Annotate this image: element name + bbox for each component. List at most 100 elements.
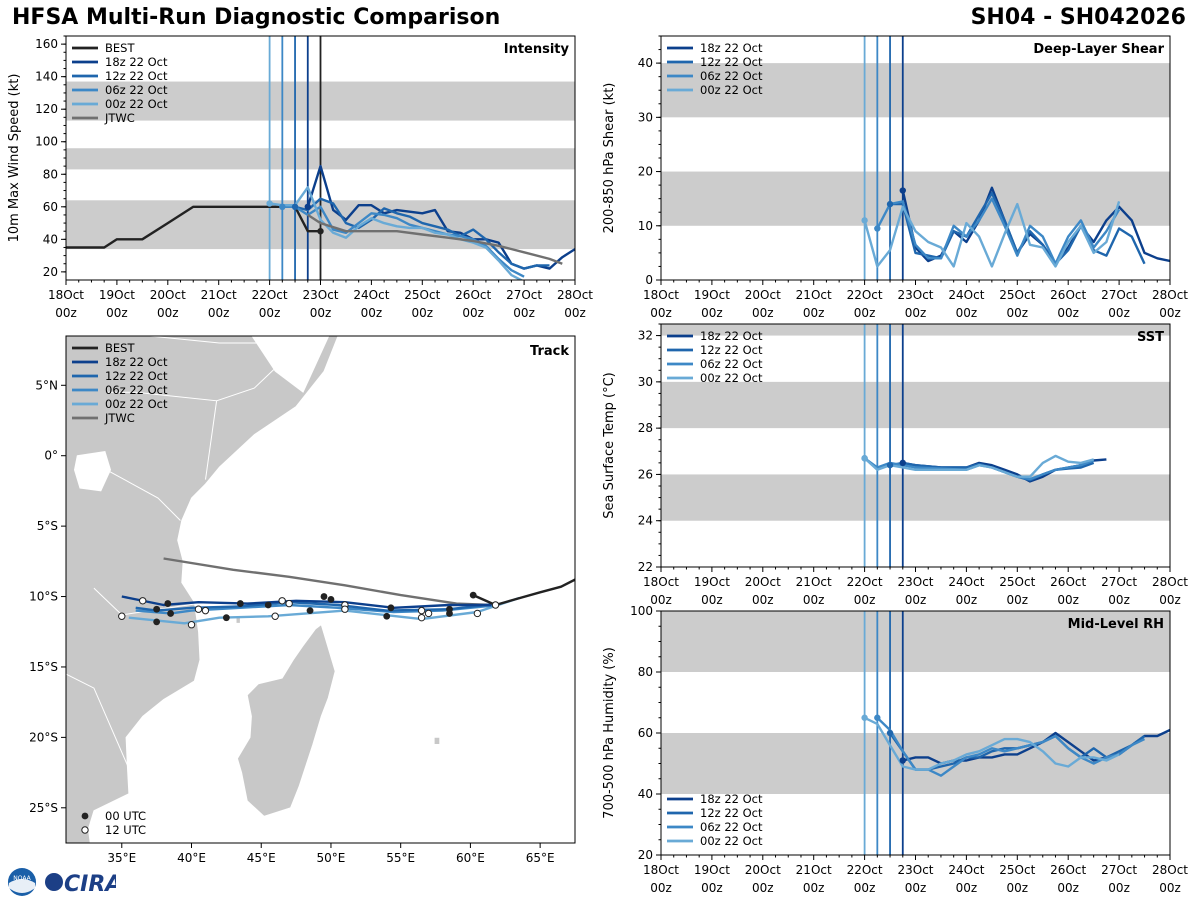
track-point-12utc bbox=[138, 597, 147, 605]
shear-xtick-hour: 00z bbox=[1007, 306, 1029, 320]
sst-ytick-label: 30 bbox=[638, 375, 653, 389]
intensity-ytick-label: 20 bbox=[43, 265, 58, 279]
shear-band-0 bbox=[661, 171, 1170, 226]
shear-legend-label: 06z 22 Oct bbox=[700, 69, 763, 83]
track-ytick-label: 20°S bbox=[29, 730, 58, 744]
sst-xtick-hour: 00z bbox=[854, 593, 876, 607]
intensity-xtick-hour: 00z bbox=[106, 306, 128, 320]
intensity-xtick-hour: 00z bbox=[208, 306, 230, 320]
shear-panel: 0 10 20 30 40 18Oct 00z 19Oct 00z 20Oct 00z 21Oct 00… bbox=[602, 35, 1188, 320]
rh-xtick-hour: 00z bbox=[1159, 881, 1181, 895]
shear-xtick-hour: 00z bbox=[1057, 306, 1079, 320]
shear-ytick-label: 40 bbox=[638, 56, 653, 70]
sst-xtick-day: 19Oct bbox=[694, 575, 730, 589]
track-legend-label: 00z 22 Oct bbox=[105, 397, 168, 411]
cira-logo-text: CIRA bbox=[64, 872, 116, 897]
sst-legend-label: 12z 22 Oct bbox=[700, 343, 763, 357]
sst-xtick-day: 22Oct bbox=[847, 575, 883, 589]
track-line-run18 bbox=[121, 595, 492, 609]
sst-xtick-hour: 00z bbox=[905, 593, 927, 607]
rh-legend-label: 18z 22 Oct bbox=[700, 792, 763, 806]
shear-xtick-day: 19Oct bbox=[694, 288, 730, 302]
track-legend-marker-12utc bbox=[81, 826, 89, 834]
track-point-00utc bbox=[387, 604, 395, 612]
intensity-xtick-hour: 00z bbox=[462, 306, 484, 320]
shear-xtick-hour: 00z bbox=[1108, 306, 1130, 320]
sst-xtick-day: 26Oct bbox=[1050, 575, 1086, 589]
rh-xtick-day: 27Oct bbox=[1101, 863, 1137, 877]
intensity-legend-label: 12z 22 Oct bbox=[105, 69, 168, 83]
intensity-xtick-day: 20Oct bbox=[150, 288, 186, 302]
sst-band-1 bbox=[661, 381, 1170, 429]
shear-ytick-label: 20 bbox=[638, 165, 653, 179]
track-xtick-label: 50°E bbox=[317, 851, 346, 865]
rh-panel: 20 40 60 80 100 18Oct 00z 19Oct 00z 20Oct 00z 21Oct… bbox=[602, 604, 1188, 895]
intensity-ytick-label: 120 bbox=[35, 102, 58, 116]
sst-band-0 bbox=[661, 474, 1170, 521]
rh-legend-label: 06z 22 Oct bbox=[700, 820, 763, 834]
sst-band-2 bbox=[661, 324, 1170, 336]
shear-series-run06 bbox=[876, 197, 1121, 265]
track-frame bbox=[65, 335, 576, 844]
noaa-cira-logos: NOAA CIRA bbox=[8, 868, 116, 897]
shear-xtick-hour: 00z bbox=[650, 306, 672, 320]
rh-ytick-label: 100 bbox=[630, 604, 653, 618]
shear-xtick-day: 21Oct bbox=[796, 288, 832, 302]
sst-series-group bbox=[863, 454, 1107, 483]
track-line-jtwc bbox=[163, 557, 492, 607]
rh-xtick-hour: 00z bbox=[1108, 881, 1130, 895]
shear-marker-run00 bbox=[861, 217, 868, 224]
sst-ytick-label: 22 bbox=[638, 560, 653, 574]
intensity-ylabel: 10m Max Wind Speed (kt) bbox=[7, 74, 22, 243]
track-point-12utc bbox=[194, 605, 203, 613]
shear-xtick-hour: 00z bbox=[905, 306, 927, 320]
mauritius-island bbox=[433, 737, 441, 745]
rh-xtick-hour: 00z bbox=[1057, 881, 1079, 895]
track-legend-label: BEST bbox=[105, 341, 135, 355]
intensity-xtick-day: 25Oct bbox=[404, 288, 440, 302]
intensity-series-group bbox=[66, 164, 575, 280]
sst-xtick-day: 25Oct bbox=[999, 575, 1035, 589]
shear-xtick-hour: 00z bbox=[956, 306, 978, 320]
track-point-00utc bbox=[236, 600, 244, 607]
intensity-ytick-label: 100 bbox=[35, 135, 58, 149]
track-point-12utc bbox=[201, 606, 210, 615]
track-point-00utc bbox=[469, 591, 477, 599]
track-point-00utc bbox=[306, 607, 314, 615]
intensity-marker-run18 bbox=[304, 203, 311, 210]
track-legend-label: JTWC bbox=[104, 411, 135, 425]
sst-xtick-day: 20Oct bbox=[745, 575, 781, 589]
rh-xtick-day: 20Oct bbox=[745, 863, 781, 877]
rh-xtick-hour: 00z bbox=[803, 881, 825, 895]
sst-legend-label: 18z 22 Oct bbox=[700, 329, 763, 343]
track-ytick-label: 10°S bbox=[29, 590, 58, 604]
rh-marker-run12 bbox=[886, 729, 894, 737]
shear-xtick-day: 18Oct bbox=[643, 288, 679, 302]
intensity-marker-run06 bbox=[279, 203, 286, 210]
track-panel: 35°E 40°E 45°E 50°E 55°E 60°E 65°E 5°N 0° 5°S 10°S… bbox=[29, 335, 576, 865]
intensity-series-jtwc bbox=[307, 213, 563, 265]
rh-ytick-label: 80 bbox=[638, 665, 653, 679]
sst-xtick-hour: 00z bbox=[701, 593, 723, 607]
track-xtick-label: 40°E bbox=[177, 851, 206, 865]
rh-xtick-day: 22Oct bbox=[847, 863, 883, 877]
rh-band-0 bbox=[661, 733, 1170, 794]
shear-xtick-hour: 00z bbox=[803, 306, 825, 320]
intensity-xtick-hour: 00z bbox=[361, 306, 383, 320]
sst-xtick-day: 24Oct bbox=[948, 575, 984, 589]
shear-marker-run06 bbox=[874, 225, 881, 232]
track-xtick-label: 45°E bbox=[247, 851, 276, 865]
shear-title: Deep-Layer Shear bbox=[1033, 42, 1164, 57]
rh-xtick-day: 19Oct bbox=[694, 863, 730, 877]
track-legend-label: 18z 22 Oct bbox=[105, 355, 168, 369]
intensity-xtick-day: 19Oct bbox=[99, 288, 135, 302]
track-ytick-label: 25°S bbox=[29, 801, 58, 815]
track-xtick-label: 60°E bbox=[456, 851, 485, 865]
track-point-12utc bbox=[271, 612, 279, 620]
rh-xtick-day: 21Oct bbox=[796, 863, 832, 877]
intensity-xtick-day: 24Oct bbox=[353, 288, 389, 302]
track-point-00utc bbox=[164, 600, 172, 607]
track-ytick-label: 5°N bbox=[35, 378, 58, 392]
track-title: Track bbox=[530, 344, 569, 359]
track-point-00utc bbox=[446, 610, 453, 617]
